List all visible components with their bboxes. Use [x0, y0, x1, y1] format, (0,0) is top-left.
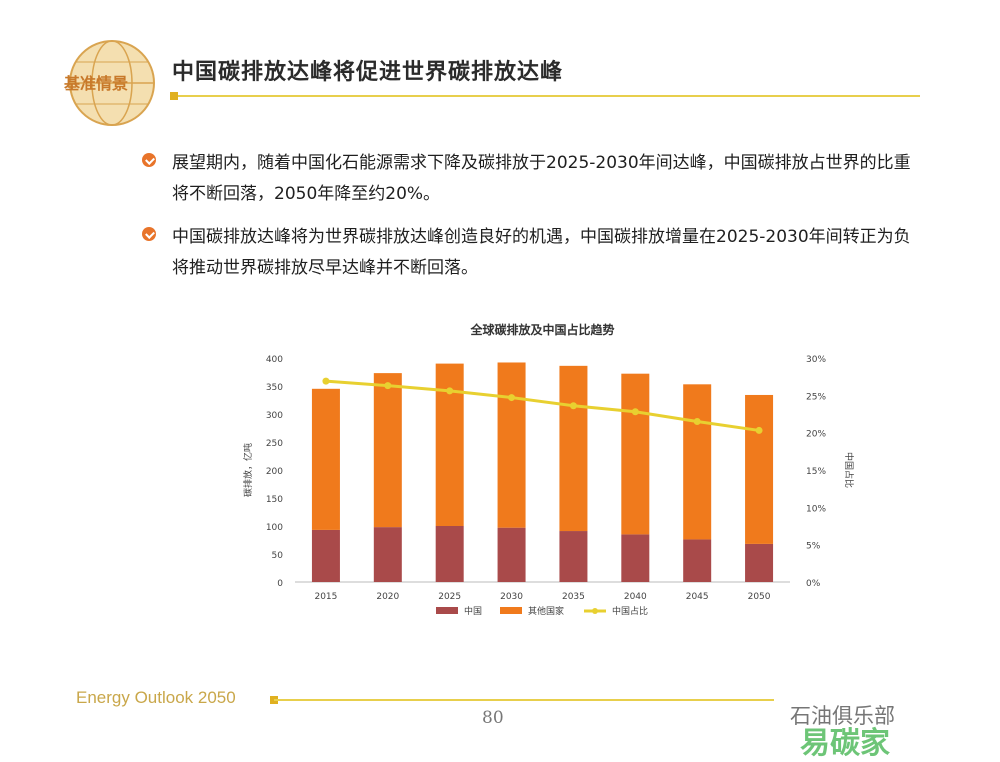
- bar-others-2015: [311, 388, 340, 530]
- bullet-icon: [142, 227, 156, 241]
- bar-others-2020: [373, 373, 402, 528]
- bar-china-2030: [497, 527, 526, 582]
- y-tick-label: 0: [277, 579, 283, 589]
- y2-tick-label: 30%: [806, 355, 826, 365]
- share-line: [325, 379, 760, 432]
- bar-china-2025: [435, 526, 464, 582]
- y2-tick-label: 15%: [806, 467, 826, 477]
- bullet-text: 展望期内，随着中国化石能源需求下降及碳排放于2025-2030年间达峰，中国碳排…: [172, 153, 911, 204]
- bar-china-2020: [373, 527, 402, 582]
- bullet-item-1: 展望期内，随着中国化石能源需求下降及碳排放于2025-2030年间达峰，中国碳排…: [142, 148, 922, 210]
- x-tick-label: 2040: [624, 592, 647, 602]
- x-tick-label: 2045: [686, 592, 709, 602]
- share-point-2050: [755, 426, 763, 434]
- share-point-2035: [569, 402, 577, 410]
- y2-axis-label: 中国占比: [843, 452, 855, 488]
- y2-tick-label: 20%: [806, 430, 826, 440]
- y-tick-label: 400: [266, 355, 283, 365]
- x-tick-label: 2020: [376, 592, 399, 602]
- legend-swatch: [436, 607, 458, 614]
- share-point-2025: [446, 387, 454, 395]
- y-tick-label: 150: [266, 495, 283, 505]
- y2-tick-label: 5%: [806, 542, 821, 552]
- y-tick-label: 50: [272, 551, 284, 561]
- y-tick-label: 100: [266, 523, 283, 533]
- title-divider: [172, 95, 920, 97]
- bar-china-2040: [621, 534, 650, 582]
- legend-label: 中国占比: [612, 605, 648, 617]
- footer-divider: [274, 699, 774, 701]
- bar-china-2035: [559, 531, 588, 582]
- bullet-text: 中国碳排放达峰将为世界碳排放达峰创造良好的机遇，中国碳排放增量在2025-203…: [172, 227, 911, 278]
- legend-label: 其他国家: [528, 605, 564, 617]
- scenario-badge: 基准情景: [64, 74, 129, 93]
- chart-title: 全球碳排放及中国占比趋势: [469, 322, 614, 337]
- bar-others-2035: [559, 365, 588, 532]
- share-point-2045: [693, 417, 701, 425]
- bar-others-2030: [497, 362, 526, 528]
- share-point-2015: [322, 377, 330, 385]
- x-tick-label: 2030: [500, 592, 523, 602]
- bar-others-2040: [621, 373, 650, 535]
- bar-others-2045: [683, 384, 712, 540]
- x-tick-label: 2015: [314, 592, 337, 602]
- bar-others-2050: [745, 394, 774, 544]
- y-tick-label: 350: [266, 383, 283, 393]
- page-title: 中国碳排放达峰将促进世界碳排放达峰: [172, 60, 564, 85]
- share-point-2030: [508, 394, 516, 402]
- y2-tick-label: 25%: [806, 392, 826, 402]
- share-point-2040: [631, 408, 639, 416]
- watermark-logo: 易碳家: [800, 726, 890, 761]
- bar-china-2050: [745, 543, 774, 582]
- y-tick-label: 300: [266, 411, 283, 421]
- bar-china-2045: [683, 539, 712, 582]
- page-number: 80: [482, 708, 504, 728]
- x-tick-label: 2025: [438, 592, 461, 602]
- bullet-icon: [142, 153, 156, 167]
- y2-tick-label: 10%: [806, 504, 826, 514]
- y-tick-label: 250: [266, 439, 283, 449]
- bullet-item-2: 中国碳排放达峰将为世界碳排放达峰创造良好的机遇，中国碳排放增量在2025-203…: [142, 222, 922, 284]
- x-tick-label: 2050: [748, 592, 771, 602]
- y2-tick-label: 0%: [806, 579, 821, 589]
- watermark-text: 石油俱乐部: [790, 704, 895, 728]
- legend-swatch: [500, 607, 522, 614]
- y-axis-label: 碳排放，亿吨: [242, 443, 254, 497]
- share-point-2020: [384, 382, 392, 390]
- legend-label: 中国: [464, 605, 482, 617]
- footer-report-name: Energy Outlook 2050: [76, 688, 236, 707]
- title-divider-marker: [170, 92, 178, 100]
- x-tick-label: 2035: [562, 592, 585, 602]
- bar-china-2015: [311, 529, 340, 582]
- legend-swatch-marker: [592, 608, 598, 614]
- globe-logo-icon: [69, 40, 155, 126]
- y-tick-label: 200: [266, 467, 283, 477]
